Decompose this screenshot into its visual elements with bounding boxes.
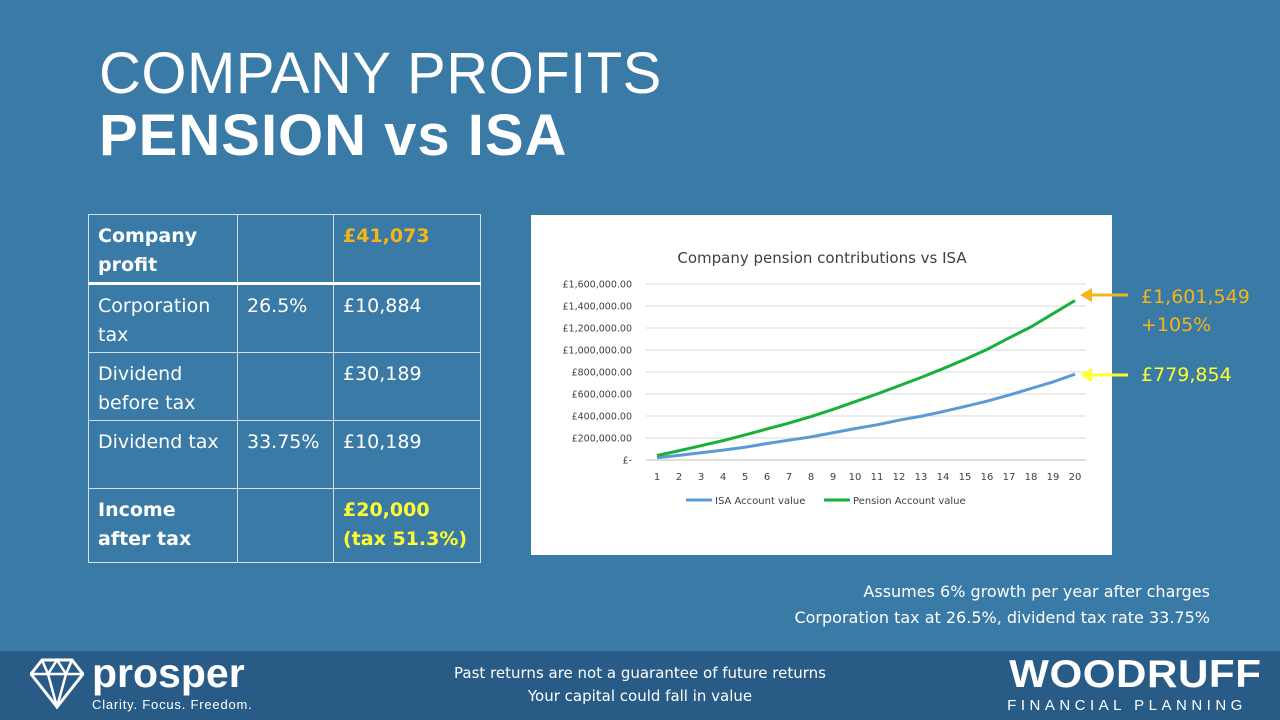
row-rate — [237, 214, 334, 285]
y-tick-label: £400,000.00 — [572, 412, 632, 423]
table-row: Company profit £41,073 — [88, 214, 481, 285]
disclaimer-line-2: Your capital could fall in value — [527, 687, 753, 705]
income-value: £20,000 — [343, 499, 430, 521]
row-value: £10,189 — [333, 420, 481, 489]
row-label: Corporation tax — [88, 283, 238, 353]
legend-label: Pension Account value — [853, 496, 966, 507]
y-tick-label: £1,600,000.00 — [562, 280, 632, 291]
pension-final-value: £1,601,549 — [1141, 286, 1250, 308]
x-tick-label: 10 — [849, 472, 862, 483]
note-line-2: Corporation tax at 26.5%, dividend tax r… — [794, 608, 1210, 627]
y-tick-label: £600,000.00 — [572, 390, 632, 401]
row-label: Dividend tax — [88, 420, 238, 489]
row-value: £30,189 — [333, 352, 481, 421]
x-tick-label: 19 — [1047, 472, 1060, 483]
income-tax-pct: (tax 51.3%) — [343, 528, 468, 550]
table-row: Corporation tax 26.5% £10,884 — [88, 283, 481, 353]
x-tick-label: 17 — [1003, 472, 1016, 483]
title-line-1: COMPANY PROFITS — [99, 41, 662, 106]
x-tick-label: 7 — [786, 472, 792, 483]
footer-bar — [0, 651, 1280, 720]
row-rate: 33.75% — [237, 420, 334, 489]
x-tick-label: 2 — [676, 472, 682, 483]
x-tick-label: 6 — [764, 472, 770, 483]
table-row: Dividend before tax £30,189 — [88, 352, 481, 421]
row-rate: 26.5% — [237, 283, 334, 353]
row-value: £20,000 (tax 51.3%) — [333, 488, 481, 563]
y-tick-label: £800,000.00 — [572, 368, 632, 379]
assumptions-note: Assumes 6% growth per year after charges… — [794, 579, 1210, 631]
table-row: Dividend tax 33.75% £10,189 — [88, 420, 481, 489]
x-tick-label: 15 — [959, 472, 972, 483]
note-line-1: Assumes 6% growth per year after charges — [863, 582, 1210, 601]
pension-series-line — [656, 299, 1076, 457]
title-line-2: PENSION vs ISA — [99, 103, 568, 168]
woodruff-subtitle: FINANCIAL PLANNING — [1007, 697, 1247, 714]
x-tick-label: 5 — [742, 472, 748, 483]
x-tick-label: 1 — [654, 472, 660, 483]
x-tick-label: 11 — [871, 472, 884, 483]
isa-final-value: £779,854 — [1141, 364, 1232, 386]
y-tick-label: £1,200,000.00 — [562, 324, 632, 335]
x-tick-label: 9 — [830, 472, 836, 483]
legend-label: ISA Account value — [715, 496, 805, 507]
isa-arrow-icon — [1080, 368, 1128, 382]
y-tick-label: £- — [623, 456, 632, 467]
y-tick-label: £1,400,000.00 — [562, 302, 632, 313]
x-tick-label: 4 — [720, 472, 726, 483]
chart-panel: Company pension contributions vs ISA £- £2… — [531, 215, 1112, 555]
y-tick-label: £1,000,000.00 — [562, 346, 632, 357]
x-tick-label: 16 — [981, 472, 994, 483]
prosper-logo-text: prosper — [92, 650, 245, 696]
prosper-tagline: Clarity. Focus. Freedom. — [92, 697, 253, 712]
chart-title: Company pension contributions vs ISA — [677, 249, 967, 267]
tax-table: Company profit £41,073 Corporation tax 2… — [88, 214, 481, 563]
x-tick-label: 12 — [893, 472, 906, 483]
row-value: £41,073 — [333, 214, 481, 285]
x-tick-label: 13 — [915, 472, 928, 483]
pension-growth-pct: +105% — [1141, 314, 1212, 336]
disclaimer-line-1: Past returns are not a guarantee of futu… — [454, 664, 826, 682]
isa-series-line — [656, 372, 1076, 460]
woodruff-logo-text: WOODRUFF — [1009, 653, 1262, 696]
diamond-icon — [30, 657, 84, 709]
row-rate — [237, 352, 334, 421]
disclaimer: Past returns are not a guarantee of futu… — [440, 662, 840, 708]
x-tick-label: 3 — [698, 472, 704, 483]
x-tick-label: 14 — [937, 472, 950, 483]
x-tick-label: 8 — [808, 472, 814, 483]
table-row: Income after tax £20,000 (tax 51.3%) — [88, 488, 481, 563]
line-chart: Company pension contributions vs ISA £- £2… — [562, 249, 1086, 507]
row-label: Income after tax — [88, 488, 238, 563]
y-tick-label: £200,000.00 — [572, 434, 632, 445]
row-value: £10,884 — [333, 283, 481, 353]
row-label: Company profit — [88, 214, 238, 285]
pension-arrow-icon — [1080, 288, 1128, 302]
row-label: Dividend before tax — [88, 352, 238, 421]
x-tick-label: 20 — [1069, 472, 1082, 483]
row-rate — [237, 488, 334, 563]
x-tick-label: 18 — [1025, 472, 1038, 483]
